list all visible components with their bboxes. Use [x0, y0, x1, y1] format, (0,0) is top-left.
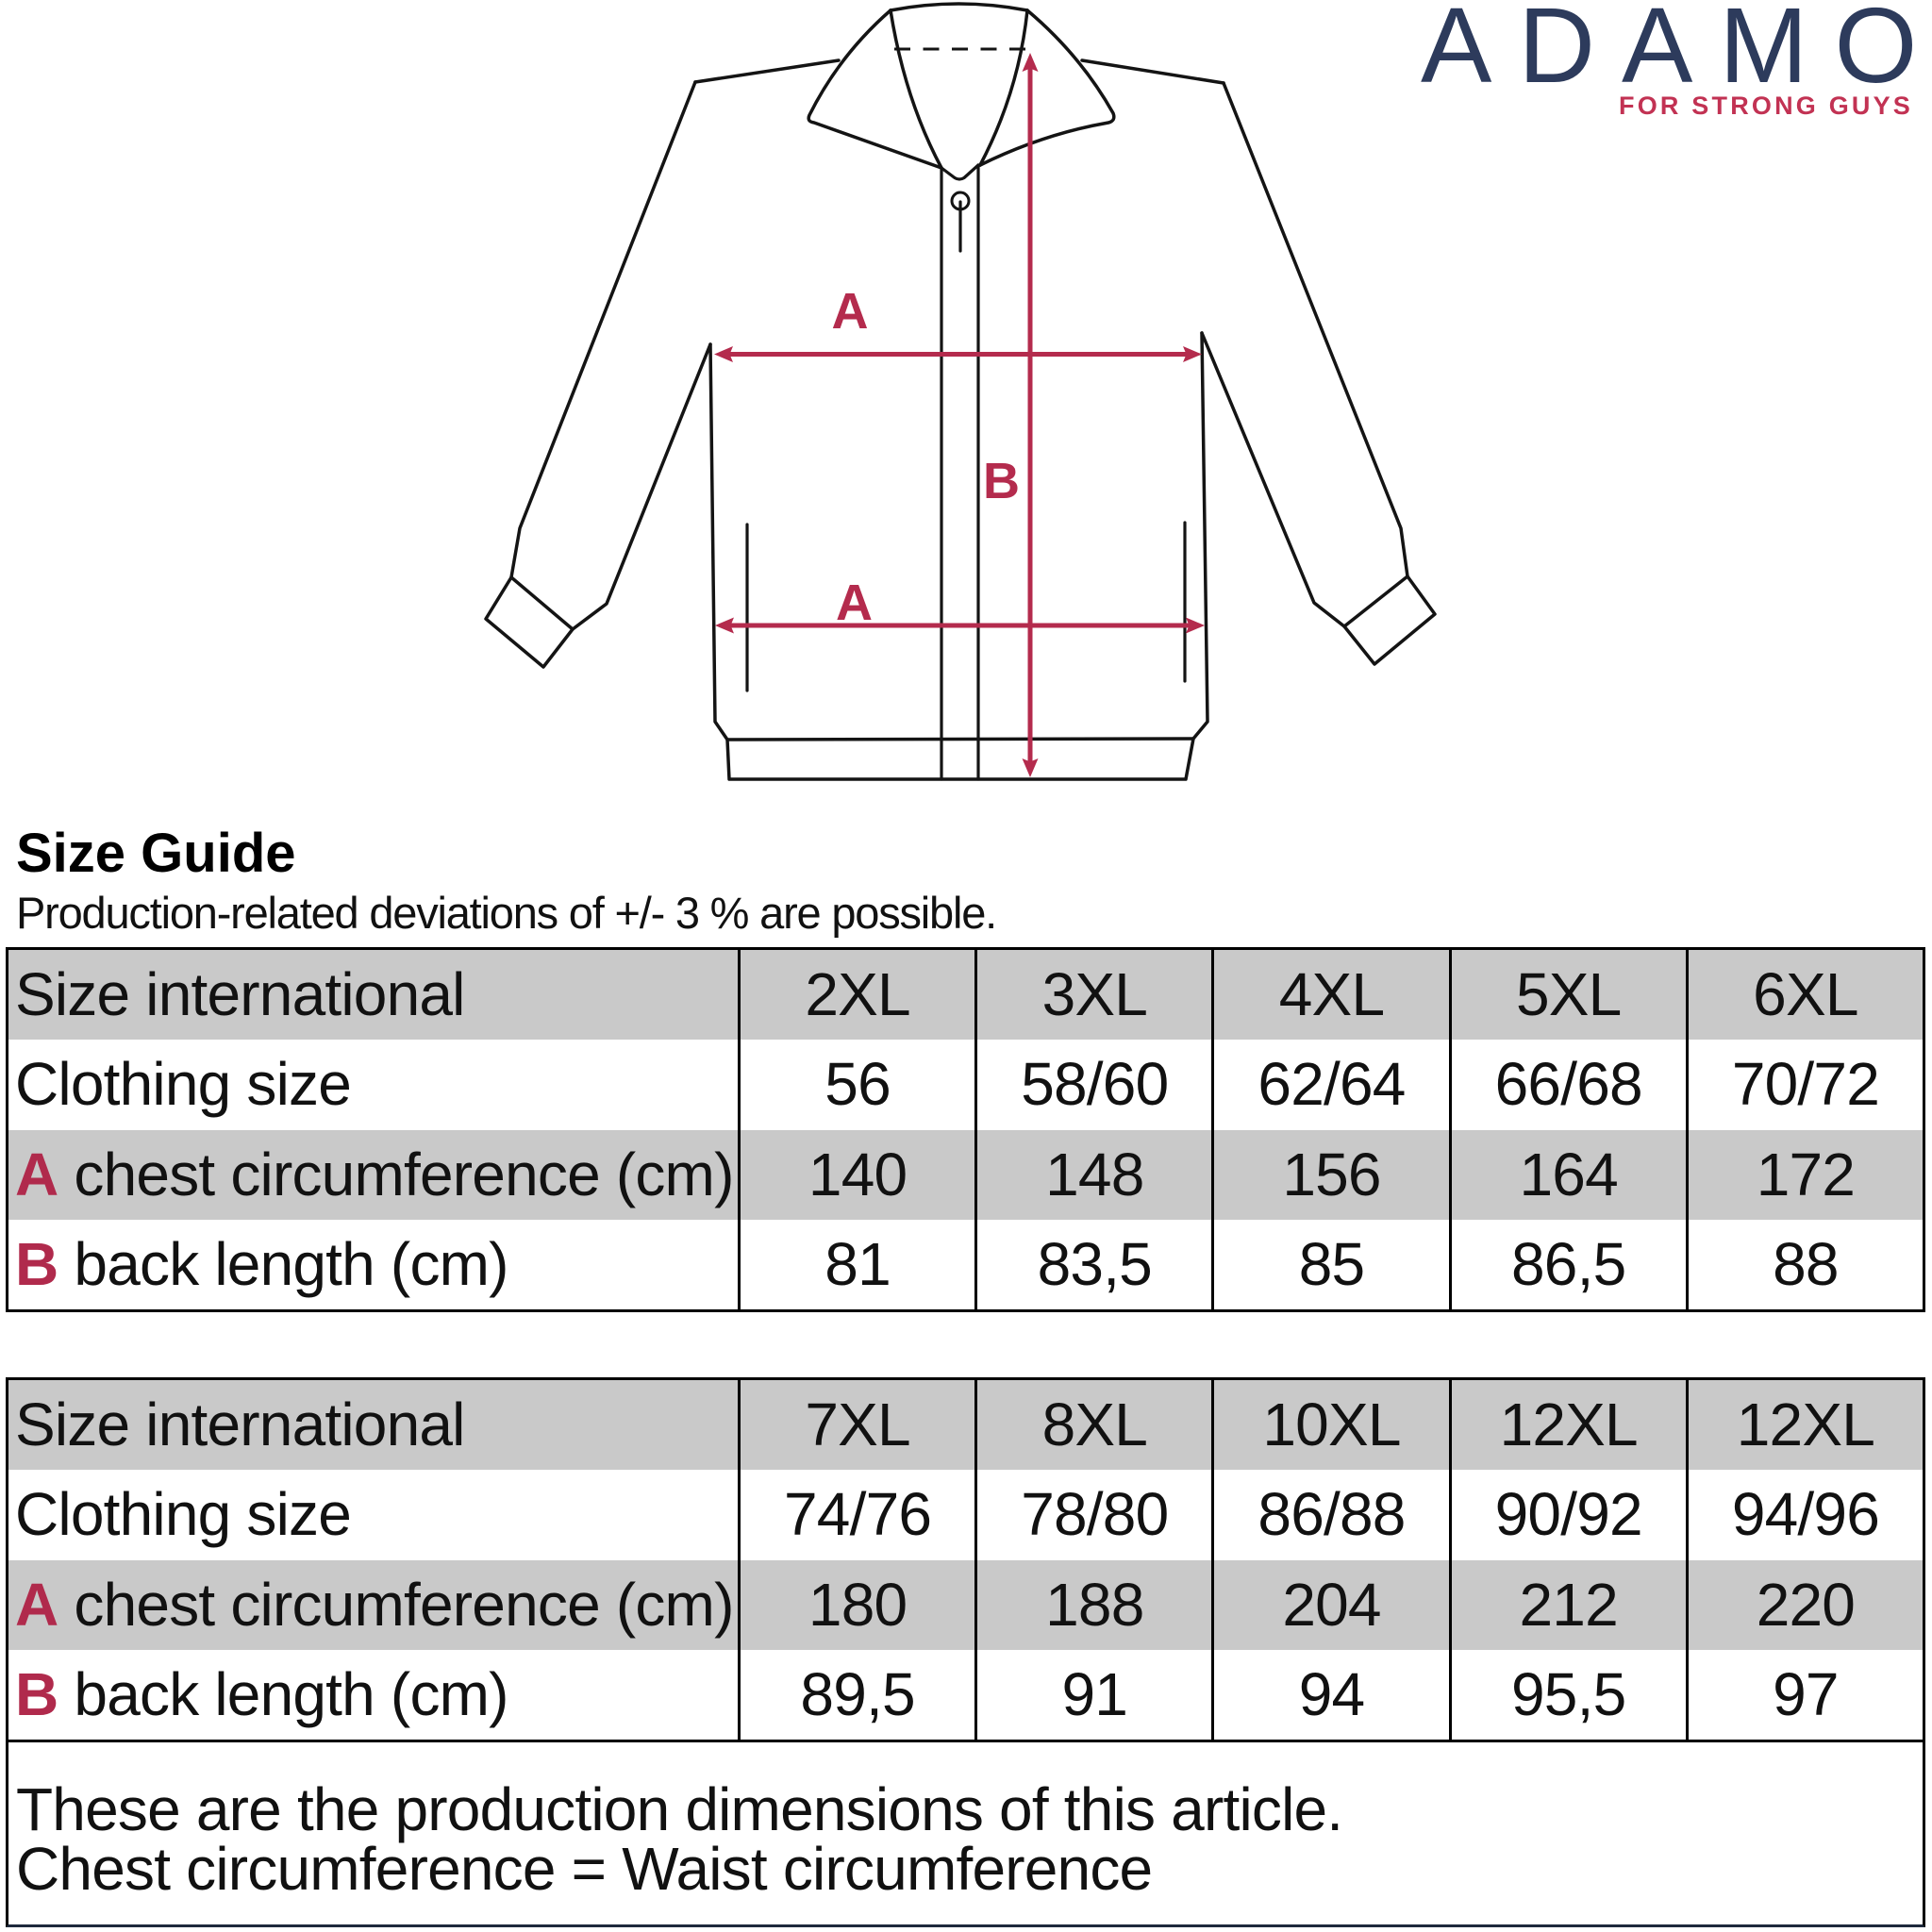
svg-text:A: A — [832, 283, 869, 340]
svg-text:FOR STRONG GUYS: FOR STRONG GUYS — [1619, 92, 1913, 120]
svg-text:ADAMO: ADAMO — [1421, 0, 1932, 105]
svg-text:B: B — [983, 453, 1020, 509]
svg-text:A: A — [836, 575, 873, 631]
